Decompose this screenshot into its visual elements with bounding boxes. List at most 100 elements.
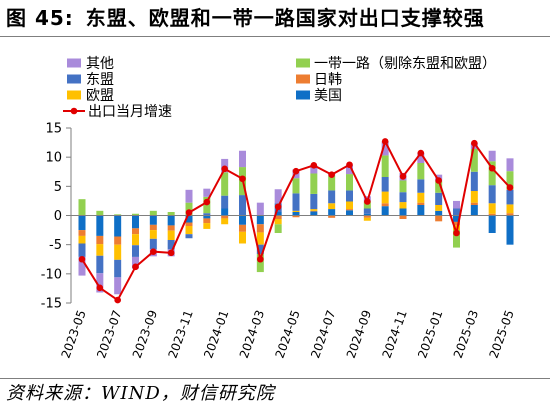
bar-other-2024-03 [256, 202, 264, 216]
bar-eu-2024-10 [381, 191, 389, 204]
bar-eu-2024-05 [292, 210, 300, 212]
line-point-2024-08 [346, 161, 353, 169]
bar-other-2024-04 [274, 189, 282, 204]
bar-us-2024-09 [363, 213, 371, 216]
legend-label-asean: 东盟 [86, 72, 114, 88]
line-point-2024-04 [274, 203, 282, 211]
bar-us-2023-09 [149, 215, 157, 225]
bar-japan-korea-2023-10 [167, 225, 175, 231]
bar-japan-korea-2025-03 [470, 202, 478, 205]
bar-eu-2024-11 [399, 202, 407, 209]
line-point-2023-07 [114, 296, 121, 304]
line-point-2023-10 [167, 249, 175, 257]
bar-us-2025-03 [470, 205, 478, 216]
bar-eu-2025-04 [488, 203, 496, 214]
line-point-2024-09 [364, 198, 371, 205]
line-point-2023-05 [78, 255, 86, 263]
bar-us-2025-02 [453, 215, 460, 222]
bar-japan-korea-2024-08 [346, 209, 353, 211]
bar-asean-2024-11 [399, 192, 407, 203]
y-tick-label: 5 [54, 180, 62, 195]
bar-us-2024-08 [346, 210, 353, 216]
x-tick-label: 2024-11 [380, 308, 410, 360]
x-tick-label: 2024-09 [344, 308, 374, 360]
bar-us-2023-10 [167, 215, 175, 226]
bar-japan-korea-2023-05 [78, 230, 86, 236]
bar-eu-2024-02 [239, 231, 246, 244]
legend-swatch-us [296, 90, 310, 100]
x-tick-label: 2024-01 [201, 308, 231, 360]
bar-other-2023-08 [132, 256, 139, 269]
figure-label: 图 45: [6, 6, 74, 30]
bar-other-2023-11 [185, 189, 193, 203]
line-point-2023-08 [132, 263, 139, 271]
bar-japan-korea-2024-10 [381, 203, 389, 207]
legend-item-other: 其他 [67, 56, 114, 72]
bar-other-2025-02 [453, 200, 460, 209]
bar-asean-2023-09 [149, 238, 157, 250]
bar-eu-2023-10 [167, 230, 175, 240]
bar-belt-and-road-2024-10 [381, 155, 389, 177]
legend-label-belt-and-road: 一带一路（剔除东盟和欧盟） [314, 56, 496, 72]
figure-title: 图 45: 东盟、欧盟和一带一路国家对出口支撑较强 [6, 6, 485, 30]
bar-belt-and-road-2025-03 [470, 149, 478, 172]
bar-eu-2024-06 [310, 209, 318, 211]
bar-japan-korea-2024-04 [274, 215, 282, 219]
bar-belt-and-road-2023-05 [78, 199, 86, 216]
bar-eu-2023-06 [96, 244, 104, 256]
bar-us-2025-04 [488, 215, 496, 233]
bar-asean-2024-07 [328, 190, 336, 204]
legend-label-us: 美国 [314, 88, 342, 104]
legend-line-marker [70, 107, 78, 115]
y-tick-label: -15 [41, 297, 62, 312]
bar-belt-and-road-2025-02 [453, 230, 460, 248]
bar-belt-and-road-2024-05 [292, 178, 300, 194]
y-tick-label: 0 [54, 209, 62, 224]
bar-other-2023-07 [114, 277, 122, 295]
legend-item-japan-korea: 日韩 [296, 72, 342, 88]
bar-asean-2025-01 [435, 192, 443, 205]
line-point-2024-05 [292, 167, 300, 175]
legend-swatch-belt-and-road [296, 58, 310, 68]
x-tick-label: 2024-05 [273, 308, 303, 360]
x-tick-label: 2025-01 [415, 308, 445, 360]
bar-other-2023-05 [78, 256, 86, 276]
bar-us-2023-07 [114, 215, 122, 237]
bar-us-2024-12 [417, 205, 425, 216]
bar-japan-korea-2024-12 [417, 202, 425, 205]
bar-japan-korea-2024-05 [292, 215, 300, 218]
bar-japan-korea-2023-07 [114, 236, 122, 245]
bar-belt-and-road-2025-01 [435, 181, 443, 193]
bar-belt-and-road-2024-04 [274, 224, 282, 233]
line-point-2024-11 [399, 173, 407, 180]
bar-belt-and-road-2023-11 [185, 202, 193, 216]
bar-eu-2024-12 [417, 192, 425, 203]
bar-us-2023-06 [96, 215, 104, 236]
bar-asean-2024-10 [381, 177, 389, 192]
bar-us-2025-01 [435, 210, 443, 216]
bar-us-2025-05 [506, 215, 514, 245]
bar-belt-and-road-2023-10 [167, 212, 175, 216]
bar-japan-korea-2025-04 [488, 213, 496, 216]
bar-other-2023-06 [96, 273, 104, 293]
bar-asean-2024-12 [417, 179, 425, 193]
bar-japan-korea-2023-09 [149, 224, 157, 231]
y-tick-label: -10 [41, 267, 62, 282]
line-point-2023-11 [185, 209, 193, 216]
bar-us-2023-08 [132, 215, 139, 229]
bar-asean-2023-11 [185, 234, 193, 239]
legend-swatch-other [67, 58, 81, 68]
bar-series [78, 141, 514, 295]
bar-eu-2024-03 [256, 232, 264, 245]
line-point-2023-12 [203, 198, 211, 206]
line-point-2024-07 [328, 171, 335, 178]
bar-belt-and-road-2024-07 [328, 175, 336, 191]
x-tick-label: 2025-05 [487, 308, 517, 360]
bar-us-2024-01 [221, 208, 229, 216]
bar-us-2024-06 [310, 211, 318, 216]
bar-eu-2024-04 [274, 219, 282, 225]
x-tick-label: 2023-05 [59, 308, 89, 360]
chart-title: 东盟、欧盟和一带一路国家对出口支撑较强 [85, 6, 485, 30]
